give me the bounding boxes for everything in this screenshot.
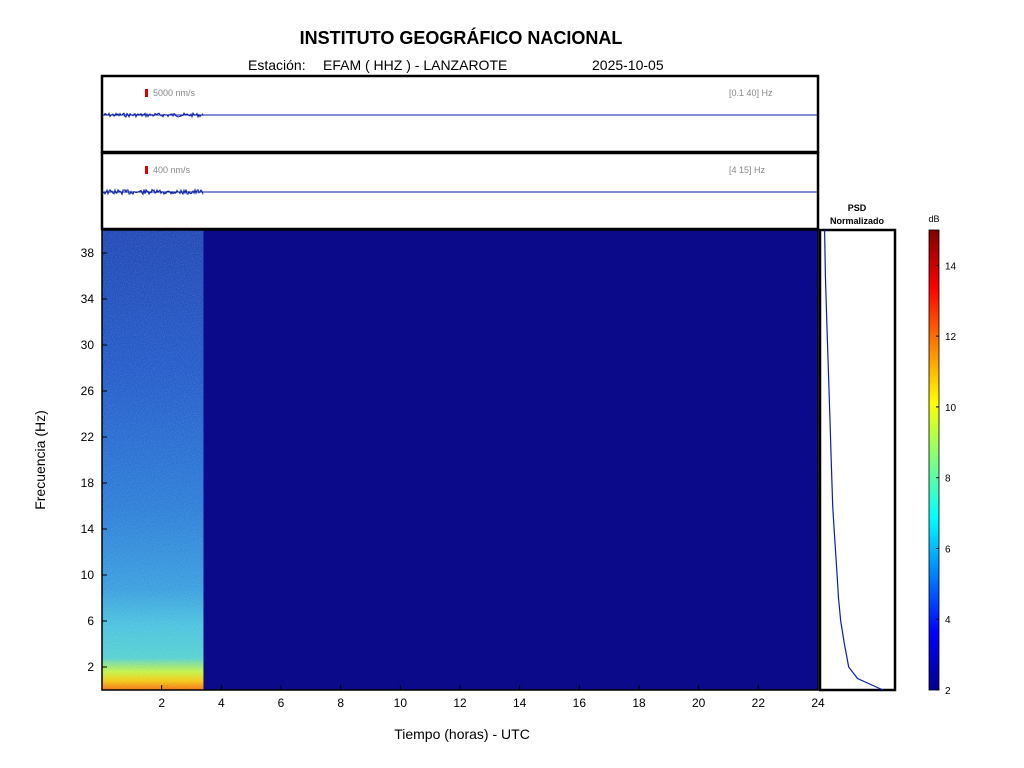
x-tick-label: 24	[811, 696, 825, 710]
x-tick-label: 8	[337, 696, 344, 710]
x-tick-label: 10	[394, 696, 408, 710]
psd-title-line1: PSD	[848, 203, 867, 213]
spectrogram-panel: 2 4 6 8 10 12 14 16 18 20 22 24 261014182226303438 …	[32, 229, 825, 742]
x-tick-label: 16	[573, 696, 587, 710]
psd-title-line2: Normalizado	[830, 216, 885, 226]
x-axis-ticks: 2 4 6 8 10 12 14 16 18 20 22 24	[158, 685, 825, 710]
station-name: EFAM ( HHZ ) - LANZAROTE	[323, 57, 507, 73]
trace-panel-broadband: 5000 nm/s [0.1 40] Hz	[100, 74, 820, 154]
psd-panel: PSD Normalizado	[818, 203, 897, 692]
y-tick-label: 10	[81, 568, 95, 582]
colorbar-ticks: 2 4 6 8 10 12 14	[936, 261, 957, 697]
y-tick-label: 18	[81, 476, 95, 490]
figure-title: INSTITUTO GEOGRÁFICO NACIONAL	[300, 27, 623, 48]
trace-filter-label: [0.1 40] Hz	[729, 88, 773, 98]
x-tick-label: 20	[692, 696, 706, 710]
colorbar-gradient	[928, 229, 940, 691]
y-tick-label: 6	[87, 614, 94, 628]
colorbar-tick-label: 12	[945, 332, 957, 343]
psd-curve	[824, 229, 884, 691]
y-tick-label: 30	[81, 338, 95, 352]
trace-scale-label: 5000 nm/s	[153, 88, 196, 98]
spectrogram-noise-texture	[102, 230, 204, 690]
x-tick-label: 2	[158, 696, 165, 710]
station-label: Estación:	[248, 57, 306, 73]
trace-waveform	[102, 111, 204, 119]
colorbar-tick-label: 10	[945, 403, 957, 414]
colorbar-label: dB	[928, 214, 939, 224]
x-tick-label: 4	[218, 696, 225, 710]
colorbar-tick-label: 2	[945, 686, 951, 697]
colorbar: dB 2 4 6 8 10 12 14	[928, 214, 956, 697]
psd-frame	[818, 228, 897, 692]
colorbar-tick-label: 6	[945, 544, 951, 555]
spectrogram-background	[102, 230, 818, 690]
x-tick-label: 12	[453, 696, 467, 710]
x-tick-label: 18	[632, 696, 646, 710]
trace-scale-label: 400 nm/s	[153, 165, 191, 175]
y-tick-label: 38	[81, 246, 95, 260]
trace-filter-label: [4 15] Hz	[729, 165, 766, 175]
colorbar-tick-label: 8	[945, 474, 951, 485]
station-date: 2025-10-05	[592, 57, 664, 73]
y-tick-label: 2	[87, 660, 94, 674]
colorbar-tick-label: 4	[945, 615, 951, 626]
trace-panel-filtered: 400 nm/s [4 15] Hz	[100, 151, 820, 231]
y-tick-label: 14	[81, 522, 95, 536]
y-tick-label: 34	[81, 292, 95, 306]
colorbar-tick-label: 14	[945, 261, 957, 272]
x-axis-label: Tiempo (horas) - UTC	[394, 726, 530, 742]
scale-marker	[145, 89, 148, 97]
y-tick-label: 26	[81, 384, 95, 398]
x-tick-label: 6	[278, 696, 285, 710]
scale-marker	[145, 166, 148, 174]
y-tick-label: 22	[81, 430, 95, 444]
y-axis-label: Frecuencia (Hz)	[32, 410, 48, 510]
x-tick-label: 14	[513, 696, 527, 710]
x-tick-label: 22	[752, 696, 766, 710]
trace-waveform	[102, 188, 204, 196]
